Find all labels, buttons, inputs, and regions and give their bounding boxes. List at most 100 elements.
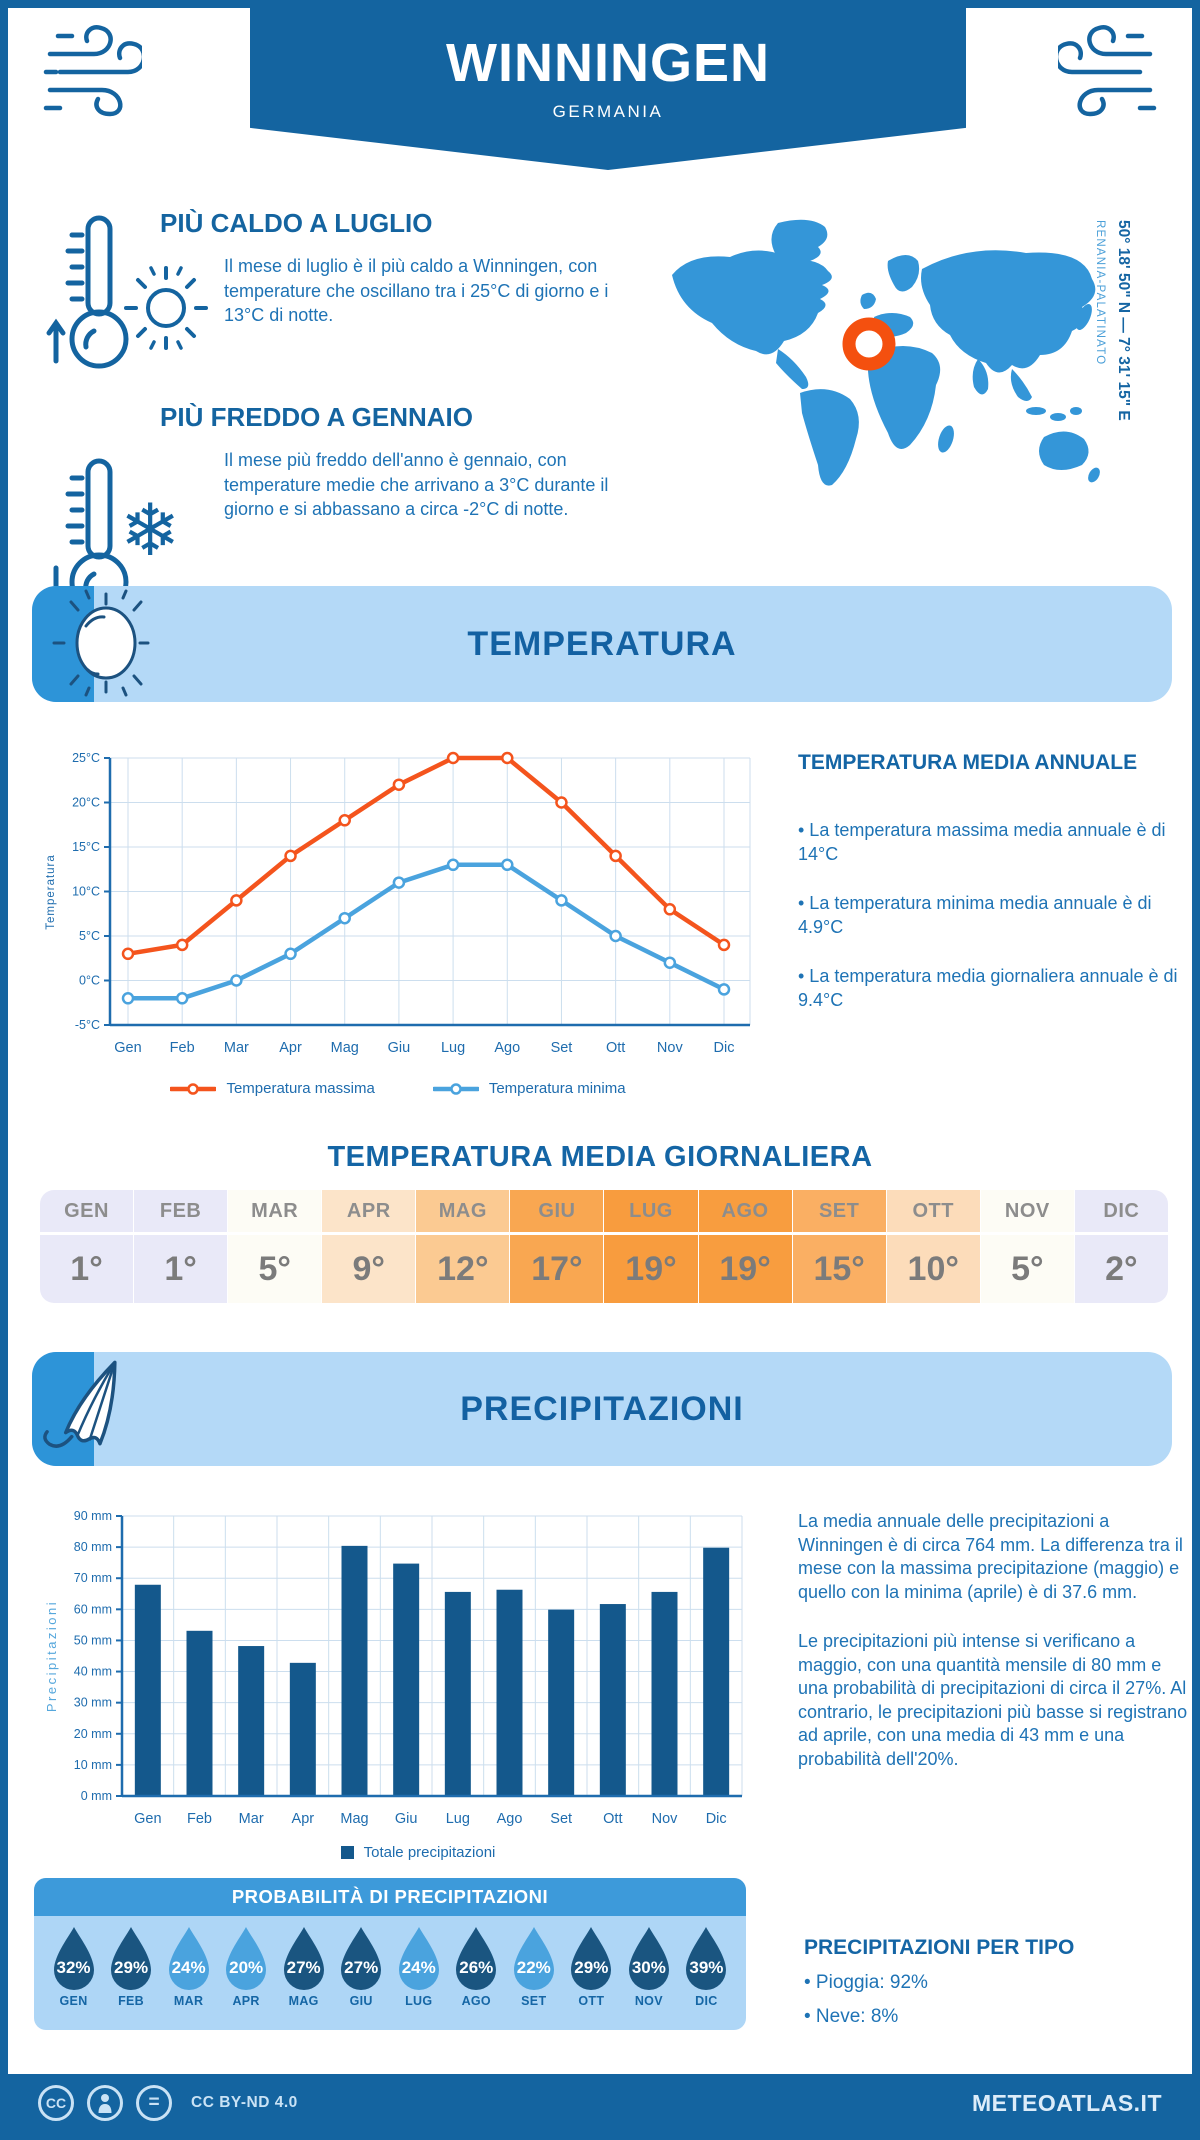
month-label: MAR	[228, 1190, 322, 1235]
svg-text:Ott: Ott	[603, 1811, 622, 1827]
precipitation-summary: La media annuale delle precipitazioni a …	[798, 1510, 1190, 1797]
probability-value: 24%	[401, 1958, 436, 1977]
per-type-bullet: • Neve: 8%	[804, 2006, 899, 2027]
probability-drop-dic: 39% DIC	[680, 1925, 732, 2008]
temperature-value: 1°	[164, 1249, 197, 1288]
temperature-chart-legend: Temperatura massima Temperatura minima	[38, 1080, 758, 1097]
probability-drops: 32% GEN 29% FEB 24% MAR 20% APR 27% MAG 27% GIU 24% L…	[34, 1925, 746, 2008]
month-label: GIU	[349, 1994, 373, 2008]
page-title: WINNINGEN	[446, 33, 770, 93]
legend-item: Temperatura massima	[170, 1080, 375, 1097]
svg-text:Nov: Nov	[657, 1040, 684, 1056]
wind-icon	[43, 25, 142, 117]
temperature-value: 5°	[258, 1249, 291, 1288]
series-line	[125, 755, 727, 957]
probability-value: 20%	[229, 1958, 264, 1977]
temperature-value: 12°	[437, 1249, 489, 1288]
svg-text:50 mm: 50 mm	[74, 1633, 112, 1647]
probability-drop-lug: 24% LUG	[393, 1925, 445, 2008]
svg-text:Apr: Apr	[279, 1040, 302, 1056]
month-label: FEB	[118, 1994, 145, 2008]
probability-value: 32%	[56, 1958, 91, 1977]
bar-mar	[238, 1646, 265, 1796]
wind-icon	[1058, 25, 1157, 117]
highlight-cold-title: PIÙ FREDDO A GENNAIO	[160, 402, 473, 432]
per-type-heading: PRECIPITAZIONI PER TIPO	[804, 1936, 1075, 1959]
svg-text:Gen: Gen	[134, 1811, 161, 1827]
probability-value: 29%	[574, 1958, 609, 1977]
probability-drop-set: 22% SET	[508, 1925, 560, 2008]
daily-temp-cell-ott: OTT 10°	[886, 1190, 980, 1303]
svg-text:Feb: Feb	[170, 1040, 195, 1056]
raindrop-icon	[222, 1925, 270, 1991]
daily-temp-cell-apr: APR 9°	[322, 1190, 416, 1303]
probability-value: 29%	[114, 1958, 149, 1977]
x-tick-labels: Gen Feb Mar Apr Mag Giu Lug Ago Set Ott Nov Dic	[114, 1040, 734, 1056]
probability-drop-giu: 27% GIU	[335, 1925, 387, 2008]
map-region: RENANIA-PALATINATO	[1094, 220, 1106, 366]
bar-set	[548, 1609, 575, 1796]
daily-temp-cell-feb: FEB 1°	[134, 1190, 228, 1303]
bar-feb	[186, 1630, 213, 1796]
daily-temp-cell-ago: AGO 19°	[698, 1190, 792, 1303]
legend-label: Totale precipitazioni	[363, 1844, 496, 1861]
probability-drop-nov: 30% NOV	[623, 1925, 675, 2008]
header-banner: WINNINGEN GERMANIA	[250, 8, 966, 170]
svg-text:90 mm: 90 mm	[74, 1509, 112, 1523]
y-tick-labels: 0 mm 10 mm 20 mm 30 mm 40 mm 50 mm 60 mm 70 mm 8…	[74, 1509, 112, 1803]
daily-temp-cell-dic: DIC 2°	[1074, 1190, 1168, 1303]
probability-title: PROBABILITÀ DI PRECIPITAZIONI	[34, 1878, 746, 1916]
raindrop-icon	[510, 1925, 558, 1991]
temperature-value: 19°	[625, 1249, 677, 1288]
person-icon	[98, 2093, 112, 2113]
svg-text:20 mm: 20 mm	[74, 1727, 112, 1741]
month-label: GEN	[59, 1994, 88, 2008]
probability-drop-ago: 26% AGO	[450, 1925, 502, 2008]
y-axis-title: Precipitazioni	[44, 1600, 59, 1712]
bar-apr	[289, 1662, 316, 1796]
month-label: NOV	[980, 1190, 1074, 1235]
month-label: AGO	[461, 1994, 491, 2008]
probability-value: 27%	[344, 1958, 379, 1977]
temperature-line-chart: -5°C 0°C 5°C 10°C 15°C 20°C 25°C Gen Feb Mar Apr Ma…	[45, 751, 751, 1056]
brand-text: METEOATLAS.IT	[971, 2089, 1162, 2116]
month-label: AGO	[698, 1190, 792, 1235]
series-line	[125, 862, 727, 1001]
month-label: MAR	[173, 1994, 204, 2008]
world-map	[672, 219, 1100, 486]
cc-icon-label: CC	[45, 2095, 67, 2111]
daily-table-heading: TEMPERATURA MEDIA GIORNALIERA	[327, 1141, 873, 1173]
highlight-cold-text: Il mese più freddo dell'anno è gennaio, …	[224, 450, 609, 519]
raindrop-icon	[682, 1925, 730, 1991]
month-label: NOV	[634, 1994, 663, 2008]
svg-text:80 mm: 80 mm	[74, 1540, 112, 1554]
series-markers	[121, 858, 731, 1005]
precipitation-probability-panel: PROBABILITÀ DI PRECIPITAZIONI 32% GEN 29% F…	[34, 1878, 746, 2030]
map-coordinates: 50° 18' 50" N — 7° 31' 15" E	[1115, 220, 1132, 421]
raindrop-icon	[395, 1925, 443, 1991]
svg-text:Ago: Ago	[497, 1811, 523, 1827]
svg-text:Set: Set	[550, 1811, 572, 1827]
precipitation-section-title: PRECIPITAZIONI	[460, 1389, 744, 1428]
probability-drop-ott: 29% OTT	[565, 1925, 617, 2008]
svg-text:Set: Set	[551, 1040, 573, 1056]
svg-text:0°C: 0°C	[79, 974, 100, 988]
series-markers	[121, 751, 731, 961]
svg-text:Mar: Mar	[224, 1040, 249, 1056]
annual-summary-bullet: • La temperatura minima media annuale è …	[798, 893, 1152, 937]
per-type-bullet: • Pioggia: 92%	[804, 1972, 928, 1993]
umbrella-icon	[43, 1360, 117, 1448]
probability-drop-gen: 32% GEN	[48, 1925, 100, 2008]
precipitation-per-type: PRECIPITAZIONI PER TIPO • Pioggia: 92% •…	[804, 1936, 1164, 2040]
temperature-value: 17°	[531, 1249, 583, 1288]
month-label: SET	[521, 1994, 547, 2008]
probability-value: 39%	[689, 1958, 724, 1977]
month-label: MAG	[288, 1994, 319, 2008]
svg-text:30 mm: 30 mm	[74, 1696, 112, 1710]
svg-text:Mar: Mar	[239, 1811, 264, 1827]
annual-summary: TEMPERATURA MEDIA ANNUALE • La temperatu…	[798, 751, 1190, 1038]
month-label: LUG	[604, 1190, 698, 1235]
svg-text:5°C: 5°C	[79, 929, 100, 943]
month-label: GIU	[510, 1190, 604, 1235]
month-label: OTT	[578, 1994, 605, 2008]
